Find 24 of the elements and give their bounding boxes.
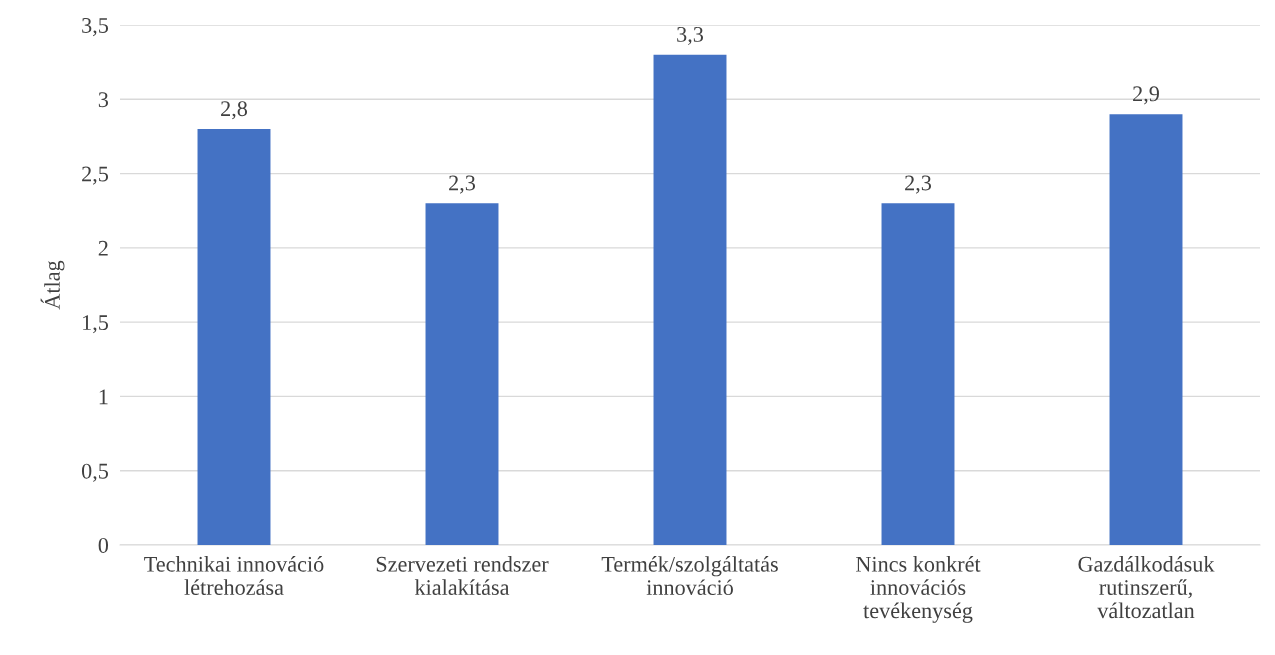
y-tick-label: 1,5 <box>83 315 109 334</box>
data-label: 3,3 <box>677 26 704 46</box>
y-tick-label: 3 <box>98 92 109 108</box>
x-tick-label: Nincs konkrét innovációs tevékenység <box>856 556 981 623</box>
x-tick-label: Termék/szolgáltatás innováció <box>601 556 778 596</box>
x-tick-label: Gazdálkodásuk rutinszerű, változatlan <box>1078 556 1215 619</box>
y-tick-label: 2,5 <box>82 166 109 185</box>
y-tick-label: 2 <box>98 240 108 256</box>
bar <box>881 203 955 545</box>
data-label: 2,3 <box>905 175 932 194</box>
data-label: 2,8 <box>221 101 248 120</box>
data-label: 2,9 <box>1133 86 1159 105</box>
y-tick-label: 3,5 <box>82 17 109 37</box>
bar <box>1109 114 1183 545</box>
y-axis-title: Átlag <box>40 260 65 310</box>
x-tick-label: Technikai innováció létrehozása <box>144 556 324 595</box>
bar <box>425 203 499 545</box>
y-tick-label: 1 <box>99 389 108 405</box>
y-tick-label: 0 <box>98 537 109 553</box>
x-tick-label: Szervezeti rendszer kialakítása <box>376 556 549 595</box>
bar <box>197 129 271 545</box>
data-label: 2,3 <box>449 175 476 194</box>
y-tick-label: 0,5 <box>81 463 109 482</box>
bar <box>653 54 727 545</box>
